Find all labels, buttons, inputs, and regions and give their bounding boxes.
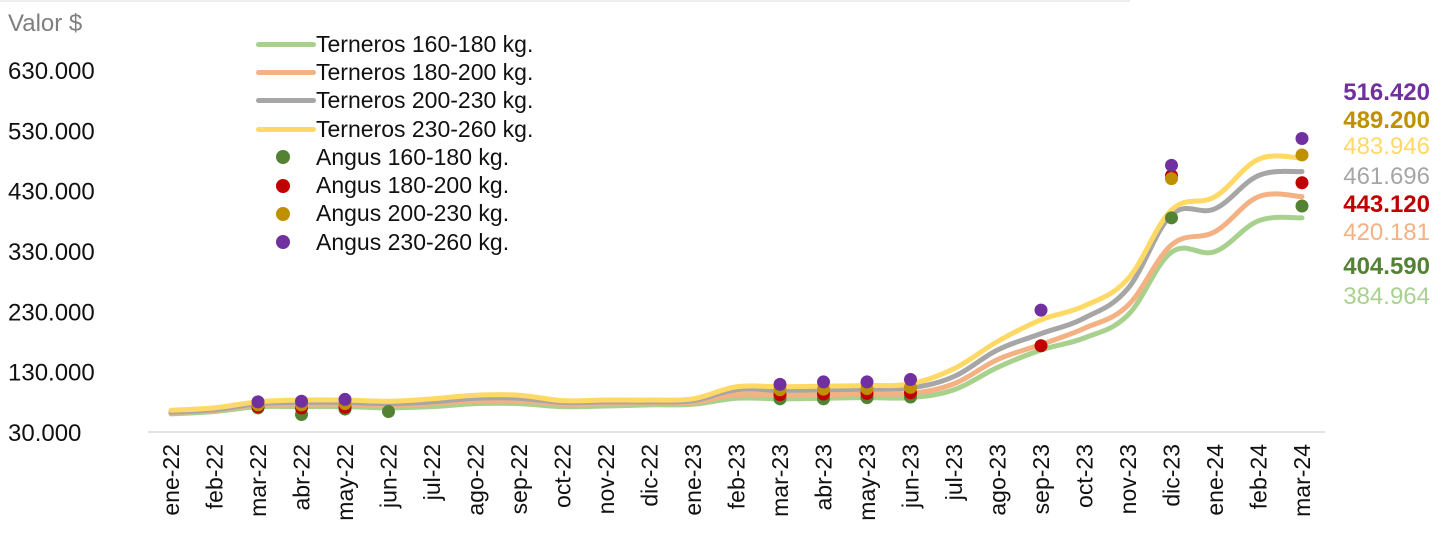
x-tick-label: abr-22 xyxy=(289,444,315,510)
x-tick-label: dic-23 xyxy=(1159,444,1185,507)
legend-item: Terneros 200-230 kg. xyxy=(256,87,533,115)
legend-label: Angus 230-260 kg. xyxy=(316,228,510,255)
legend-item: Terneros 160-180 kg. xyxy=(256,30,533,58)
legend-item: Angus 160-180 kg. xyxy=(256,143,533,171)
data-point xyxy=(1034,303,1048,317)
legend-label: Terneros 200-230 kg. xyxy=(316,87,534,114)
data-point xyxy=(1165,211,1178,225)
legend-marker xyxy=(276,206,290,221)
y-axis-caption: Valor $ xyxy=(8,10,83,37)
x-tick-label: ene-22 xyxy=(158,444,184,516)
x-tick-label: dic-22 xyxy=(637,444,663,507)
x-tick-label: mar-24 xyxy=(1289,444,1315,517)
legend-label: Terneros 160-180 kg. xyxy=(316,30,534,57)
x-tick-label: nov-22 xyxy=(593,444,619,514)
data-point xyxy=(382,404,395,418)
x-tick-label: sep-22 xyxy=(506,444,532,514)
data-point xyxy=(1034,339,1048,353)
end-value-label: 516.420 xyxy=(1343,79,1430,106)
end-value-label: 461.696 xyxy=(1343,163,1430,190)
y-tick-label: 130.000 xyxy=(8,360,95,387)
end-value-label: 443.120 xyxy=(1343,191,1430,218)
x-tick-label: nov-23 xyxy=(1115,444,1141,514)
legend-item: Terneros 230-260 kg. xyxy=(256,115,533,143)
legend: Terneros 160-180 kg. Terneros 180-200 kg… xyxy=(256,30,533,256)
legend-marker xyxy=(276,150,290,165)
data-point xyxy=(773,377,787,391)
data-point xyxy=(295,394,308,408)
legend-label: Angus 160-180 kg. xyxy=(316,143,510,170)
y-tick-label: 330.000 xyxy=(8,239,95,266)
legend-swatch xyxy=(256,126,316,132)
x-tick-label: mar-23 xyxy=(767,444,793,517)
data-point xyxy=(251,395,265,409)
legend-swatch xyxy=(256,41,316,47)
x-tick-label: feb-23 xyxy=(724,444,750,509)
legend-swatch xyxy=(256,98,316,104)
legend-label: Terneros 230-260 kg. xyxy=(316,115,534,142)
x-tick-label: ene-24 xyxy=(1202,444,1228,516)
x-tick-label: oct-22 xyxy=(550,444,576,508)
y-tick-label: 430.000 xyxy=(8,179,95,206)
legend-item: Angus 200-230 kg. xyxy=(256,200,533,228)
x-tick-label: sep-23 xyxy=(1028,444,1054,514)
x-tick-label: may-22 xyxy=(332,444,358,521)
legend-label: Angus 200-230 kg. xyxy=(316,200,510,227)
data-point xyxy=(1295,176,1309,190)
data-point xyxy=(1295,132,1309,146)
y-tick-label: 530.000 xyxy=(8,118,95,145)
x-tick-label: jul-22 xyxy=(419,444,445,501)
x-tick-label: jul-23 xyxy=(941,444,967,501)
x-tick-label: ago-22 xyxy=(463,444,489,516)
end-value-label: 404.590 xyxy=(1343,253,1430,280)
x-tick-label: may-23 xyxy=(854,444,880,521)
data-point xyxy=(860,375,874,389)
x-tick-label: jun-23 xyxy=(898,444,924,509)
y-tick-label: 230.000 xyxy=(8,299,95,326)
legend-label: Terneros 180-200 kg. xyxy=(316,58,534,85)
x-tick-label: oct-23 xyxy=(1072,444,1098,508)
x-tick-label: mar-22 xyxy=(245,444,271,517)
end-value-label: 489.200 xyxy=(1343,107,1430,134)
end-value-label: 420.181 xyxy=(1343,219,1430,246)
x-tick-label: jun-22 xyxy=(376,444,402,509)
data-point xyxy=(1295,199,1309,213)
data-point xyxy=(1165,172,1178,186)
legend-item: Angus 230-260 kg. xyxy=(256,228,533,256)
data-point xyxy=(904,373,917,387)
y-tick-label: 30.000 xyxy=(8,420,81,447)
data-point xyxy=(1295,148,1309,162)
legend-marker xyxy=(276,178,290,193)
legend-item: Terneros 180-200 kg. xyxy=(256,58,533,86)
data-point xyxy=(338,392,352,406)
x-tick-label: abr-23 xyxy=(811,444,837,510)
legend-swatch xyxy=(256,69,316,75)
top-border xyxy=(0,0,1130,2)
x-tick-label: feb-24 xyxy=(1246,444,1272,509)
legend-marker xyxy=(276,235,290,250)
data-point xyxy=(1165,158,1178,172)
data-point xyxy=(817,375,830,389)
x-tick-label: ago-23 xyxy=(985,444,1011,516)
y-tick-label: 630.000 xyxy=(8,58,95,85)
x-tick-label: feb-22 xyxy=(202,444,228,509)
legend-item: Angus 180-200 kg. xyxy=(256,171,533,199)
end-value-label: 483.946 xyxy=(1343,133,1430,160)
series-line xyxy=(168,153,1305,413)
legend-label: Angus 180-200 kg. xyxy=(316,172,510,199)
end-value-label: 384.964 xyxy=(1343,283,1430,310)
x-tick-label: ene-23 xyxy=(680,444,706,516)
